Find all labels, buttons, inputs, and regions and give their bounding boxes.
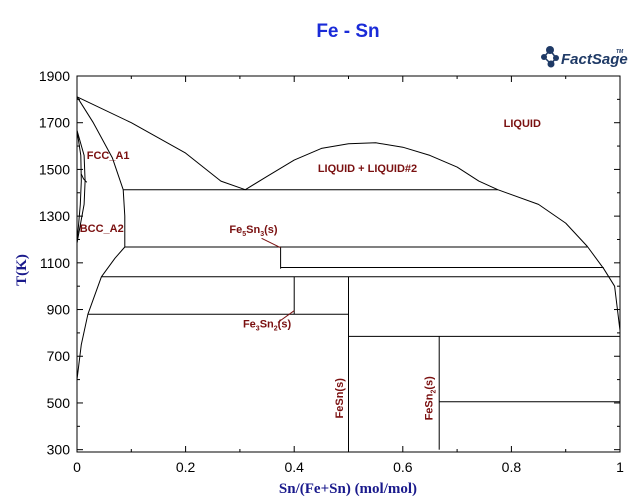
- phase-fesn: FeSn(s): [334, 378, 346, 419]
- subscript: 2: [274, 325, 278, 332]
- liquidus-sn-side: [497, 189, 621, 331]
- phase-bcc-a2: BCC_A2: [80, 223, 124, 235]
- y-tick-label: 500: [47, 395, 71, 411]
- y-tick-label: 1300: [39, 208, 70, 224]
- x-axis: 0 0.2 0.4 0.6 0.8 1: [73, 76, 624, 475]
- phase-fe5sn3: Fe5Sn3(s): [229, 224, 277, 238]
- x-tick-label: 0: [73, 459, 81, 475]
- region-liquid: LIQUID: [504, 118, 541, 130]
- x-tick-label: 1: [616, 459, 624, 475]
- liquidus-fe-side: [76, 96, 246, 191]
- x-tick-label: 0.6: [393, 459, 413, 475]
- y-tick-label: 300: [47, 442, 71, 458]
- y-tick-label: 1500: [39, 161, 70, 177]
- subscript: 2: [431, 390, 438, 394]
- phase-fe5sn3-pointer: [261, 237, 281, 249]
- factsage-trademark: TM: [616, 49, 624, 55]
- fcc-loop-inner: [76, 130, 82, 244]
- formula-part: (s): [264, 224, 278, 236]
- y-tick-label: 900: [47, 302, 71, 318]
- bcc-liquid-boundary: [76, 96, 124, 190]
- phase-fesn2: FeSn2(s): [424, 376, 438, 421]
- formula-part: Sn: [260, 318, 274, 330]
- factsage-wordmark: FactSage: [561, 51, 628, 68]
- formula-part: FeSn: [424, 393, 436, 420]
- y-axis: 300 500 700 900 1100 1300 1500 1700 1900: [39, 68, 620, 458]
- y-tick-label: 1900: [39, 68, 70, 84]
- y-axis-label: T(K): [14, 254, 30, 286]
- factsage-logo: FactSage TM: [541, 46, 628, 68]
- x-axis-label: Sn/(Fe+Sn) (mol/mol): [279, 481, 417, 497]
- formula-part: (s): [278, 318, 292, 330]
- phase-boundaries: [76, 96, 621, 450]
- phase-fcc-a1: FCC_A1: [87, 150, 130, 162]
- chart-title: Fe - Sn: [316, 21, 379, 42]
- factsage-molecule-icon: [541, 46, 559, 68]
- subscript: 3: [256, 325, 260, 332]
- phase-fe3sn2-pointer: [277, 310, 295, 323]
- phase-fe3sn2: Fe3Sn2(s): [243, 318, 291, 332]
- miscibility-gap: [245, 142, 499, 191]
- y-tick-label: 700: [47, 348, 71, 364]
- subscript: 5: [242, 231, 246, 238]
- y-tick-label: 1100: [40, 255, 70, 271]
- fcc-hook: [80, 173, 88, 183]
- bcc-solvus: [76, 189, 126, 380]
- formula-part: (s): [424, 376, 436, 390]
- x-tick-label: 0.2: [176, 459, 196, 475]
- formula-part: Fe: [243, 318, 256, 330]
- y-tick-label: 1700: [39, 115, 70, 131]
- x-tick-label: 0.4: [284, 459, 304, 475]
- subscript: 3: [260, 231, 264, 238]
- formula-part: Sn: [246, 224, 260, 236]
- region-liquid-liquid2: LIQUID + LIQUID#2: [318, 163, 417, 175]
- x-tick-label: 0.8: [502, 459, 522, 475]
- formula-part: Fe: [229, 224, 242, 236]
